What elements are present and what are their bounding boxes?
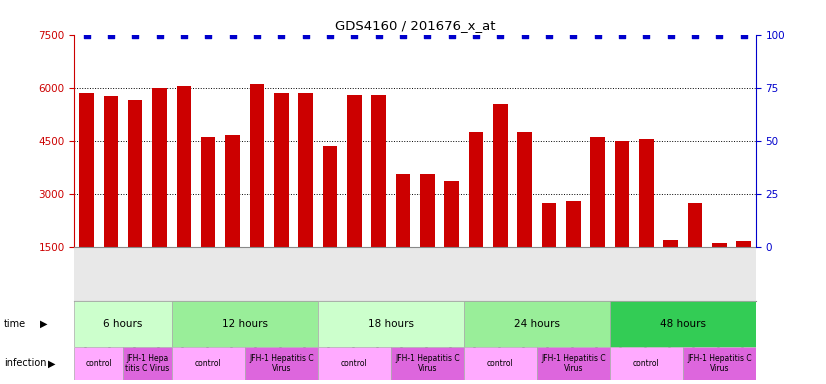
Bar	[172, 301, 318, 347]
Bar	[683, 347, 756, 380]
Text: JFH-1 Hepatitis C
Virus: JFH-1 Hepatitis C Virus	[687, 354, 752, 373]
Bar	[493, 104, 507, 300]
Point	[153, 31, 166, 38]
Text: ▶: ▶	[40, 319, 47, 329]
Bar	[610, 301, 756, 347]
Bar	[610, 347, 683, 380]
Bar	[347, 95, 362, 300]
Bar	[79, 93, 94, 300]
Bar	[591, 137, 605, 300]
Text: JFH-1 Hepa
titis C Virus: JFH-1 Hepa titis C Virus	[126, 354, 169, 373]
Text: control: control	[85, 359, 112, 368]
Bar	[463, 301, 610, 347]
Point	[543, 31, 556, 38]
Point	[518, 31, 531, 38]
Bar	[274, 93, 288, 300]
Point	[420, 31, 434, 38]
Point	[445, 31, 458, 38]
Bar	[103, 96, 118, 300]
Bar	[420, 174, 434, 300]
Bar	[468, 132, 483, 300]
Bar	[615, 141, 629, 300]
Bar	[712, 243, 727, 300]
Bar	[639, 139, 653, 300]
Text: control: control	[341, 359, 368, 368]
Bar	[371, 95, 386, 300]
Point	[664, 31, 677, 38]
Point	[178, 31, 191, 38]
Point	[202, 31, 215, 38]
Bar	[566, 201, 581, 300]
Bar	[128, 100, 142, 300]
Bar	[172, 347, 244, 380]
Bar	[201, 137, 216, 300]
Point	[250, 31, 263, 38]
Text: infection: infection	[4, 359, 46, 369]
Bar	[537, 347, 610, 380]
Text: JFH-1 Hepatitis C
Virus: JFH-1 Hepatitis C Virus	[395, 354, 459, 373]
Text: 24 hours: 24 hours	[514, 319, 560, 329]
Text: control: control	[487, 359, 514, 368]
Bar	[298, 93, 313, 300]
Bar	[225, 135, 240, 300]
Point	[713, 31, 726, 38]
Point	[274, 31, 287, 38]
Bar	[463, 347, 537, 380]
Bar	[318, 301, 463, 347]
Point	[737, 31, 750, 38]
Point	[372, 31, 385, 38]
Point	[615, 31, 629, 38]
Point	[396, 31, 410, 38]
Bar	[177, 86, 191, 300]
Title: GDS4160 / 201676_x_at: GDS4160 / 201676_x_at	[335, 19, 496, 32]
Point	[299, 31, 312, 38]
Bar	[687, 202, 702, 300]
Point	[226, 31, 240, 38]
Bar	[542, 202, 556, 300]
Point	[469, 31, 482, 38]
Bar	[323, 146, 337, 300]
Bar	[517, 132, 532, 300]
Point	[567, 31, 580, 38]
Bar	[396, 174, 411, 300]
Bar	[74, 301, 172, 347]
Text: control: control	[195, 359, 221, 368]
Point	[639, 31, 653, 38]
Point	[104, 31, 117, 38]
Point	[80, 31, 93, 38]
Point	[591, 31, 604, 38]
Text: 12 hours: 12 hours	[221, 319, 268, 329]
Point	[129, 31, 142, 38]
Point	[494, 31, 507, 38]
Text: ▶: ▶	[48, 359, 55, 369]
Text: time: time	[4, 319, 26, 329]
Bar	[318, 347, 391, 380]
Text: 48 hours: 48 hours	[660, 319, 705, 329]
Bar	[152, 88, 167, 300]
Point	[323, 31, 336, 38]
Text: control: control	[633, 359, 660, 368]
Bar	[123, 347, 172, 380]
Text: 18 hours: 18 hours	[368, 319, 414, 329]
Point	[688, 31, 701, 38]
Bar	[663, 240, 678, 300]
Bar	[249, 84, 264, 300]
Text: JFH-1 Hepatitis C
Virus: JFH-1 Hepatitis C Virus	[541, 354, 605, 373]
Bar	[444, 181, 459, 300]
Bar	[244, 347, 318, 380]
Text: JFH-1 Hepatitis C
Virus: JFH-1 Hepatitis C Virus	[249, 354, 314, 373]
Point	[348, 31, 361, 38]
Bar	[74, 347, 123, 380]
Bar	[391, 347, 463, 380]
Text: 6 hours: 6 hours	[103, 319, 143, 329]
Bar	[736, 242, 751, 300]
